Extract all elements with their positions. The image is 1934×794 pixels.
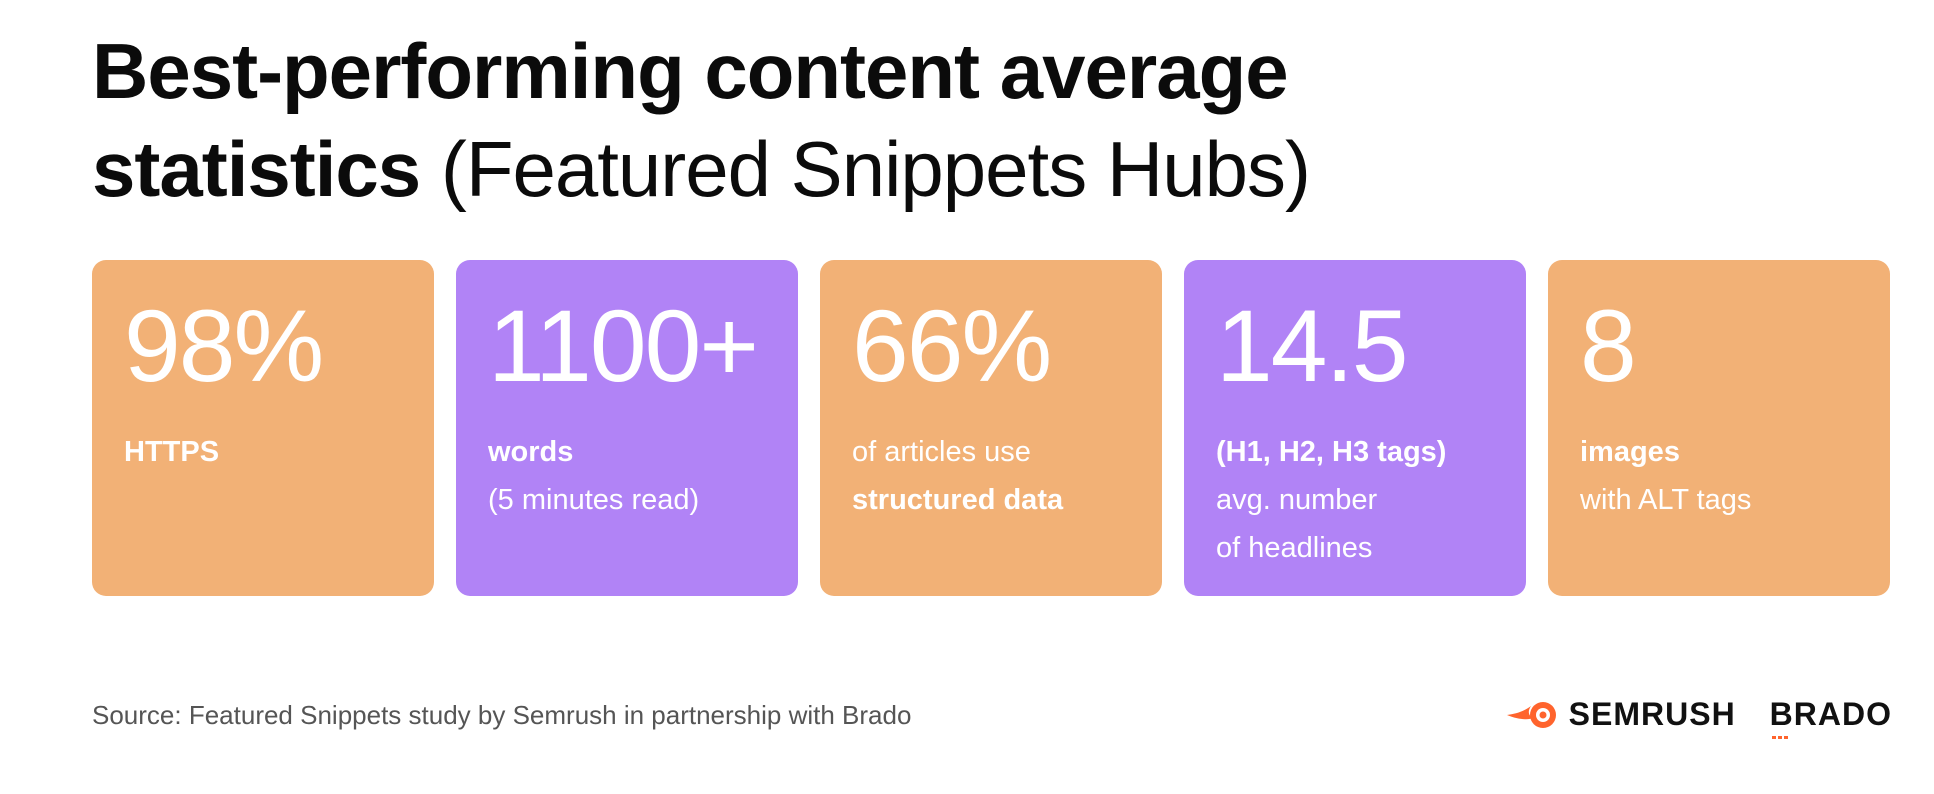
stat-card-words: 1100+ words (5 minutes read) xyxy=(456,260,798,596)
stat-label: words xyxy=(488,436,574,468)
semrush-flame-icon xyxy=(1506,701,1556,728)
stat-label: HTTPS xyxy=(124,436,220,468)
stat-sublabel: of headlines xyxy=(1216,532,1373,564)
page-title: Best-performing content average statisti… xyxy=(92,22,1311,218)
stat-sublabel: avg. number xyxy=(1216,484,1378,516)
brado-logo: BRADO xyxy=(1769,696,1892,739)
brado-accent-dots xyxy=(1771,736,1788,739)
stat-label: structured data xyxy=(852,484,1064,516)
stat-sublabel: of articles use xyxy=(852,436,1031,468)
stat-value: 14.5 xyxy=(1216,289,1409,403)
stat-value: 1100+ xyxy=(488,289,759,403)
semrush-logo: SEMRUSH xyxy=(1505,696,1736,733)
stat-sublabel: (5 minutes read) xyxy=(488,484,700,516)
stat-card-https: 98% HTTPS xyxy=(92,260,434,596)
brado-wordmark: BRADO xyxy=(1769,696,1892,732)
stat-card-images: 8 images with ALT tags xyxy=(1548,260,1890,596)
stat-label: (H1, H2, H3 tags) xyxy=(1216,436,1447,468)
title-light: (Featured Snippets Hubs) xyxy=(440,125,1311,213)
semrush-wordmark: SEMRUSH xyxy=(1568,696,1736,732)
partner-logos: SEMRUSH BRADO xyxy=(1505,696,1892,739)
stat-card-structured-data: 66% of articles use structured data xyxy=(820,260,1162,596)
stat-value: 66% xyxy=(852,289,1052,403)
title-bold-line-1: Best-performing content average xyxy=(92,27,1289,115)
stat-label: images xyxy=(1580,436,1680,468)
source-note: Source: Featured Snippets study by Semru… xyxy=(92,700,912,730)
stat-sublabel: with ALT tags xyxy=(1580,484,1752,516)
stat-value: 8 xyxy=(1580,289,1637,403)
title-bold-line-2: statistics xyxy=(92,125,421,213)
stat-value: 98% xyxy=(124,289,324,403)
stat-cards: 98% HTTPS 1100+ words (5 minutes read) 6… xyxy=(92,260,1890,596)
stat-card-headlines: 14.5 (H1, H2, H3 tags) avg. number of he… xyxy=(1184,260,1526,596)
